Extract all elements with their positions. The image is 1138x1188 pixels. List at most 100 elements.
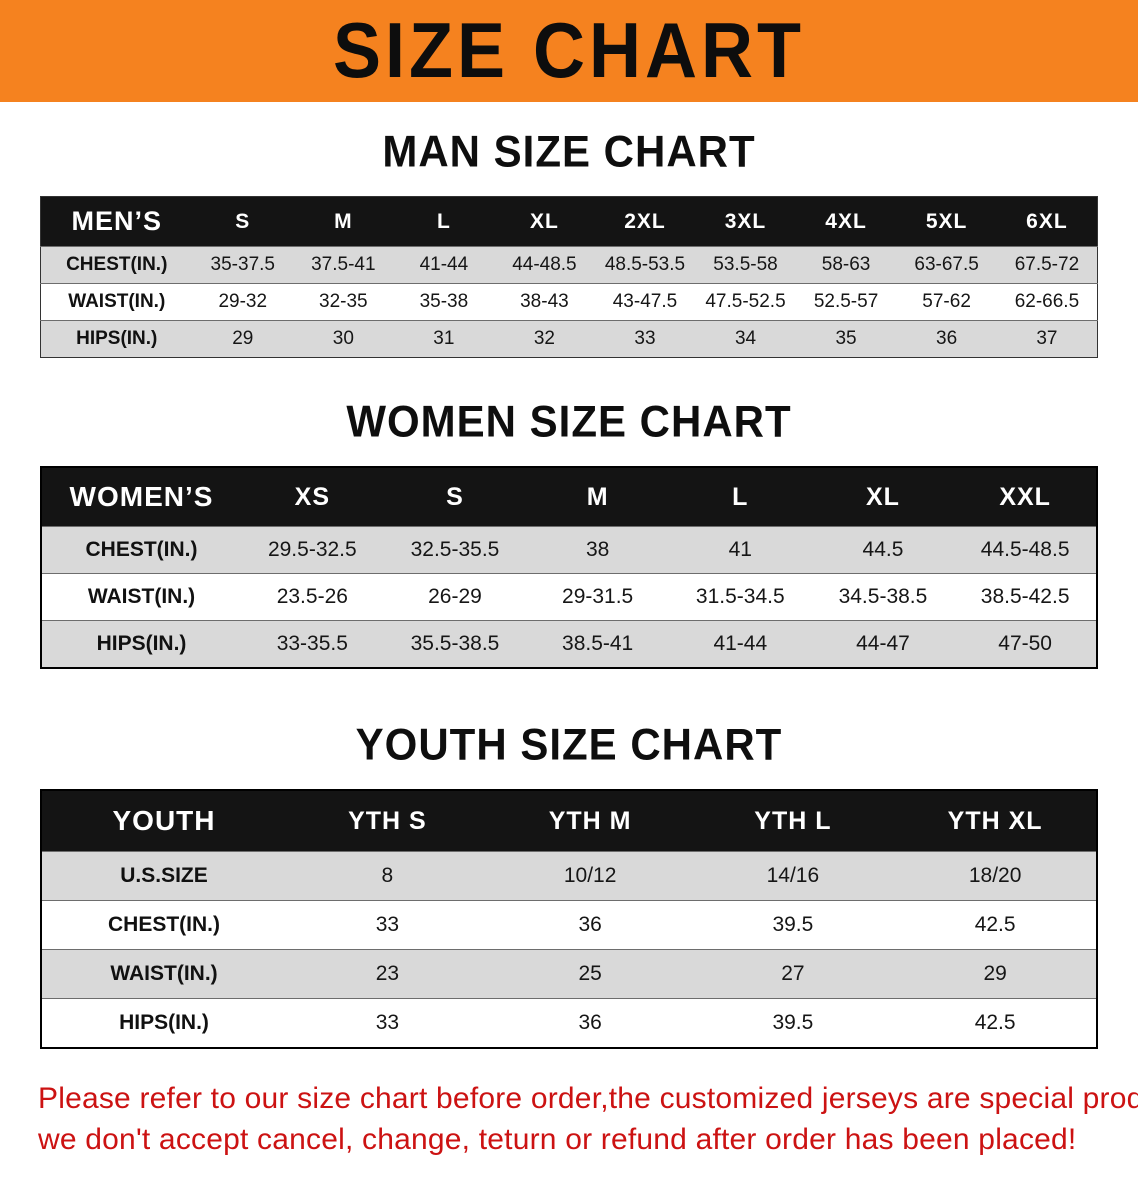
youth-size-value: 39.5 (772, 1011, 814, 1034)
youth-size-value: 36 (578, 1011, 602, 1034)
women-size-value: 44-47 (856, 632, 910, 655)
women-size-value: 38.5-41 (562, 632, 634, 655)
youth-size-value: 25 (578, 962, 602, 985)
women-size-value: 41 (728, 538, 752, 561)
women-size-header: L (732, 482, 749, 511)
women-size-value: 41-44 (713, 632, 768, 655)
youth-size-value: 27 (781, 962, 805, 985)
youth-row-label: U.S.SIZE (120, 864, 208, 887)
men-size-value: 32-35 (319, 291, 368, 312)
youth-table-title: YOUTH (112, 805, 216, 836)
men-size-value: 36 (936, 328, 958, 349)
men-size-value: 37.5-41 (311, 254, 376, 275)
women-size-header: S (446, 482, 464, 511)
youth-row-label: WAIST(IN.) (110, 962, 218, 985)
men-size-value: 62-66.5 (1014, 291, 1080, 312)
women-size-value: 38.5-42.5 (980, 585, 1070, 608)
youth-measure-row: HIPS(IN.) 33 36 39.5 42.5 (41, 998, 1097, 1048)
youth-size-value: 39.5 (772, 913, 814, 936)
youth-size-value: 33 (375, 1011, 400, 1034)
women-measure-row: HIPS(IN.) 33-35.5 35.5-38.5 38.5-41 41-44 44-… (41, 620, 1097, 668)
youth-size-header: YTH S (348, 806, 427, 835)
men-size-header: 5XL (925, 209, 968, 233)
men-size-header: M (334, 209, 353, 233)
men-size-header: 6XL (1026, 209, 1068, 233)
men-size-value: 47.5-52.5 (705, 291, 786, 312)
youth-measure-row: U.S.SIZE 8 10/12 14/16 18/20 (41, 851, 1097, 901)
men-size-value: 48.5-53.5 (604, 254, 686, 275)
men-size-value: 52.5-57 (813, 291, 879, 312)
women-size-value: 44.5-48.5 (980, 538, 1070, 561)
women-size-value: 44.5 (862, 538, 904, 561)
men-size-value: 33 (634, 328, 656, 349)
disclaimer-text: Please refer to our size chart before or… (0, 1079, 1138, 1188)
women-size-value: 32.5-35.5 (410, 538, 500, 561)
men-size-value: 35 (835, 328, 857, 349)
disclaimer-line-1: Please refer to our size chart before or… (38, 1082, 1138, 1115)
women-size-value: 33-35.5 (276, 632, 348, 655)
youth-size-table: YOUTH YTH S YTH M YTH L YTH XL U.S.SIZE 8 10/12… (40, 789, 1098, 1049)
youth-size-value: 23 (375, 962, 400, 985)
women-size-header: XS (294, 482, 330, 511)
women-size-value: 29-31.5 (562, 585, 634, 608)
men-measure-row: WAIST(IN.) 29-32 32-35 35-38 38-43 43-47.5 47.… (40, 283, 1098, 321)
men-size-value: 44-48.5 (512, 254, 577, 275)
disclaimer-line-2: we don't accept cancel, change, teturn o… (38, 1122, 1077, 1156)
youth-size-value: 42.5 (974, 1011, 1016, 1034)
men-size-value: 57-62 (922, 291, 971, 312)
youth-header-row: YOUTH YTH S YTH M YTH L YTH XL (41, 790, 1097, 852)
men-size-header: 4XL (825, 209, 867, 233)
youth-size-value: 29 (983, 962, 1007, 985)
men-size-value: 30 (332, 328, 354, 349)
men-size-value: 35-37.5 (210, 254, 275, 275)
men-size-value: 29-32 (218, 291, 268, 312)
men-table-title: MEN’S (71, 206, 162, 236)
men-size-table: MEN’S S M L XL 2XL 3XL 4XL 5XL 6XL CHEST(IN.) 35-37… (40, 196, 1098, 358)
women-header-row: WOMEN’S XS S M L XL XXL (41, 467, 1097, 527)
men-section-heading: MAN SIZE CHART (382, 126, 756, 177)
youth-size-value: 36 (578, 913, 602, 936)
men-size-header: 2XL (624, 209, 666, 233)
men-size-value: 67.5-72 (1014, 254, 1080, 275)
youth-size-header: YTH M (548, 806, 632, 835)
youth-size-value: 18/20 (968, 864, 1022, 887)
women-size-header: XL (865, 482, 900, 511)
men-size-header: 3XL (724, 209, 767, 233)
youth-size-value: 10/12 (563, 864, 617, 887)
women-table-title: WOMEN’S (69, 481, 214, 512)
page-title: SIZE CHART (333, 7, 805, 95)
men-size-header: S (235, 209, 251, 233)
men-row-label: CHEST(IN.) (66, 254, 168, 275)
women-size-value: 29.5-32.5 (267, 538, 357, 561)
men-size-header: L (436, 209, 451, 233)
men-row-label: HIPS(IN.) (76, 328, 158, 349)
youth-size-header: YTH L (754, 806, 832, 835)
men-measure-row: CHEST(IN.) 35-37.5 37.5-41 41-44 44-48.5 48.5… (40, 246, 1098, 284)
women-size-value: 23.5-26 (276, 585, 348, 608)
youth-section-heading: YOUTH SIZE CHART (355, 719, 783, 770)
men-size-value: 38-43 (520, 291, 569, 312)
women-measure-row: WAIST(IN.) 23.5-26 26-29 29-31.5 31.5-34.5 34… (41, 573, 1097, 621)
men-size-value: 41-44 (419, 254, 469, 275)
men-size-value: 31 (433, 328, 455, 349)
women-row-label: CHEST(IN.) (85, 538, 198, 561)
women-size-value: 31.5-34.5 (695, 585, 785, 608)
youth-size-value: 42.5 (974, 913, 1016, 936)
youth-row-label: CHEST(IN.) (108, 913, 220, 936)
men-size-header: XL (529, 209, 559, 233)
men-size-value: 34 (734, 328, 757, 349)
men-size-value: 29 (232, 328, 254, 349)
men-header-row: MEN’S S M L XL 2XL 3XL 4XL 5XL 6XL (40, 196, 1098, 247)
women-size-table: WOMEN’S XS S M L XL XXL CHEST(IN.) 29.5-32.5 32.5… (40, 466, 1098, 669)
youth-row-label: HIPS(IN.) (119, 1011, 209, 1034)
youth-size-value: 33 (375, 913, 400, 936)
youth-size-value: 14/16 (766, 864, 820, 887)
women-size-value: 47-50 (998, 632, 1052, 655)
women-measure-row: CHEST(IN.) 29.5-32.5 32.5-35.5 38 41 44.5 44.5… (41, 526, 1097, 574)
women-size-header: XXL (999, 482, 1051, 511)
men-measure-row: HIPS(IN.) 29 30 31 32 33 34 35 36 37 (40, 320, 1098, 358)
youth-measure-row: WAIST(IN.) 23 25 27 29 (41, 949, 1097, 999)
men-size-value: 35-38 (419, 291, 469, 312)
youth-size-value: 8 (381, 864, 394, 887)
